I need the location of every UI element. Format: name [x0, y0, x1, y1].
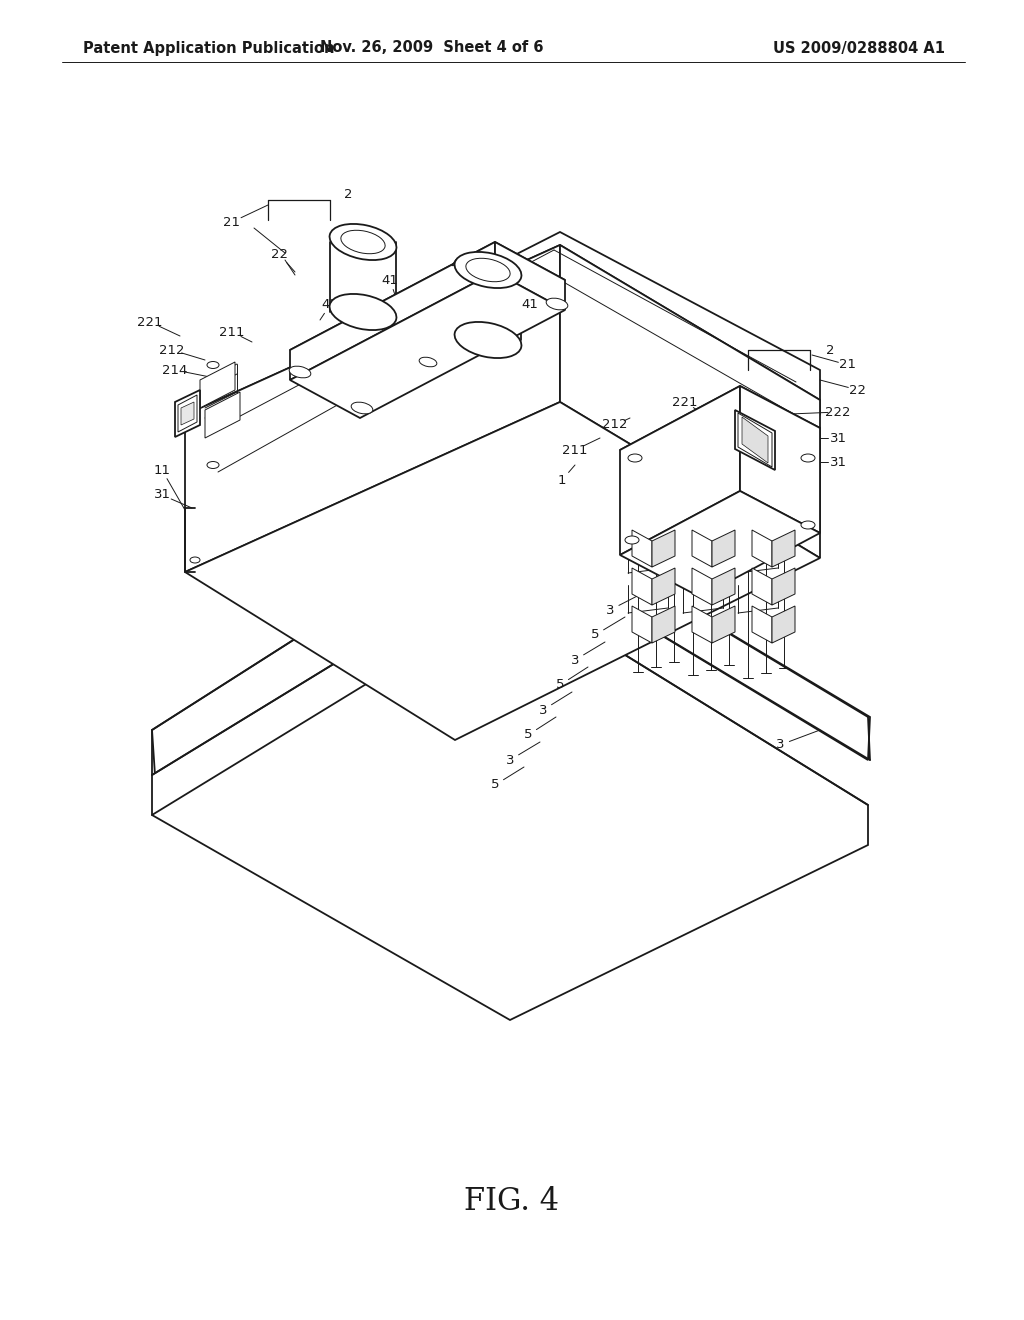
Text: 31: 31: [829, 455, 847, 469]
Text: 5: 5: [591, 628, 599, 642]
Polygon shape: [181, 403, 194, 425]
Polygon shape: [495, 242, 565, 310]
Polygon shape: [200, 232, 820, 462]
Ellipse shape: [625, 536, 639, 544]
Text: 11: 11: [154, 463, 171, 477]
Text: 5: 5: [490, 779, 500, 792]
Ellipse shape: [341, 230, 385, 253]
Text: 5: 5: [523, 729, 532, 742]
Text: 4: 4: [451, 259, 459, 272]
Polygon shape: [652, 568, 675, 605]
Polygon shape: [712, 568, 735, 605]
Text: 5: 5: [556, 678, 564, 692]
Polygon shape: [772, 606, 795, 643]
Text: 3: 3: [506, 754, 514, 767]
Polygon shape: [185, 403, 820, 741]
Polygon shape: [692, 531, 712, 568]
Ellipse shape: [289, 366, 311, 378]
Text: 214: 214: [163, 363, 187, 376]
Polygon shape: [290, 272, 565, 418]
Text: 222: 222: [825, 405, 851, 418]
Text: 3: 3: [539, 704, 547, 717]
Polygon shape: [205, 392, 240, 438]
Polygon shape: [152, 502, 870, 775]
Text: 2: 2: [825, 343, 835, 356]
Text: FIG. 4: FIG. 4: [465, 1187, 559, 1217]
Polygon shape: [772, 531, 795, 568]
Ellipse shape: [351, 403, 373, 414]
Text: 2: 2: [344, 189, 352, 202]
Polygon shape: [152, 550, 868, 1020]
Polygon shape: [175, 389, 200, 437]
Text: 22: 22: [271, 248, 289, 261]
Text: 3: 3: [570, 653, 580, 667]
Polygon shape: [185, 246, 560, 572]
Text: 22: 22: [850, 384, 866, 396]
Text: 221: 221: [137, 315, 163, 329]
Polygon shape: [712, 531, 735, 568]
Polygon shape: [742, 417, 768, 463]
Polygon shape: [740, 385, 820, 533]
Polygon shape: [632, 606, 652, 643]
Ellipse shape: [546, 298, 568, 310]
Polygon shape: [620, 491, 820, 597]
Text: Nov. 26, 2009  Sheet 4 of 6: Nov. 26, 2009 Sheet 4 of 6: [321, 41, 544, 55]
Text: 31: 31: [154, 488, 171, 502]
Text: 41: 41: [521, 298, 539, 312]
Text: 31: 31: [829, 432, 847, 445]
Polygon shape: [290, 242, 565, 388]
Polygon shape: [632, 531, 652, 568]
Ellipse shape: [190, 557, 200, 564]
Ellipse shape: [207, 362, 219, 368]
Polygon shape: [620, 385, 820, 492]
Text: 212: 212: [160, 343, 184, 356]
Text: 41: 41: [382, 273, 398, 286]
Text: 211: 211: [219, 326, 245, 338]
Polygon shape: [185, 246, 820, 570]
Polygon shape: [200, 362, 234, 408]
Polygon shape: [178, 395, 197, 432]
Ellipse shape: [207, 462, 219, 469]
Polygon shape: [712, 606, 735, 643]
Polygon shape: [692, 606, 712, 643]
Polygon shape: [692, 568, 712, 605]
Ellipse shape: [419, 358, 437, 367]
Polygon shape: [752, 531, 772, 568]
Text: 1: 1: [558, 474, 566, 487]
Text: 221: 221: [672, 396, 697, 408]
Polygon shape: [752, 568, 772, 605]
Polygon shape: [735, 411, 775, 470]
Text: 21: 21: [840, 359, 856, 371]
Text: 21: 21: [223, 215, 241, 228]
Text: 211: 211: [562, 444, 588, 457]
Ellipse shape: [628, 454, 642, 462]
Text: 3: 3: [776, 738, 784, 751]
Ellipse shape: [801, 521, 815, 529]
Ellipse shape: [330, 294, 396, 330]
Text: 41: 41: [322, 298, 339, 312]
Ellipse shape: [466, 259, 510, 281]
Polygon shape: [620, 385, 740, 554]
Text: 212: 212: [602, 418, 628, 432]
Polygon shape: [560, 246, 820, 558]
Polygon shape: [738, 413, 772, 467]
Text: 3: 3: [606, 603, 614, 616]
Text: US 2009/0288804 A1: US 2009/0288804 A1: [773, 41, 945, 55]
Polygon shape: [652, 531, 675, 568]
Polygon shape: [772, 568, 795, 605]
Ellipse shape: [482, 263, 504, 273]
Polygon shape: [290, 242, 495, 380]
Ellipse shape: [455, 252, 521, 288]
Polygon shape: [632, 568, 652, 605]
Ellipse shape: [801, 454, 815, 462]
Text: 41: 41: [497, 273, 513, 286]
Text: Patent Application Publication: Patent Application Publication: [83, 41, 335, 55]
Ellipse shape: [455, 322, 521, 358]
Ellipse shape: [330, 224, 396, 260]
Polygon shape: [652, 606, 675, 643]
Polygon shape: [752, 606, 772, 643]
